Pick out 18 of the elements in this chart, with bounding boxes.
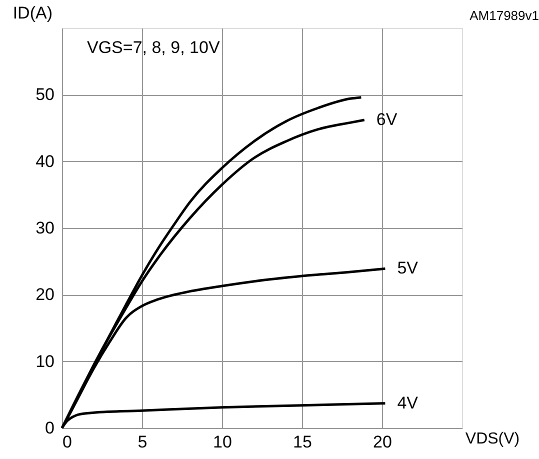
y-tick-label: 0: [45, 418, 54, 438]
series-label: 6V: [376, 110, 398, 129]
annotation: VGS=7, 8, 9, 10V: [87, 38, 220, 57]
y-tick-label: 40: [36, 152, 54, 171]
x-tick-label: 5: [138, 432, 148, 452]
y-axis-title: ID(A): [12, 4, 52, 22]
series-label: 4V: [397, 393, 419, 412]
y-tick-label: 10: [36, 352, 54, 371]
y-tick-label: 50: [36, 85, 54, 104]
y-tick-label: 30: [36, 218, 54, 238]
y-tick-label: 20: [36, 285, 54, 304]
x-tick-label: 10: [213, 432, 232, 452]
x-tick-label: 20: [373, 432, 392, 452]
text: AM17989v1: [470, 8, 539, 23]
series-label: 5V: [397, 258, 419, 278]
x-tick-label: 15: [293, 432, 312, 452]
x-tick-label: 0: [62, 432, 72, 452]
x-axis-title: VDS(V): [465, 430, 520, 448]
